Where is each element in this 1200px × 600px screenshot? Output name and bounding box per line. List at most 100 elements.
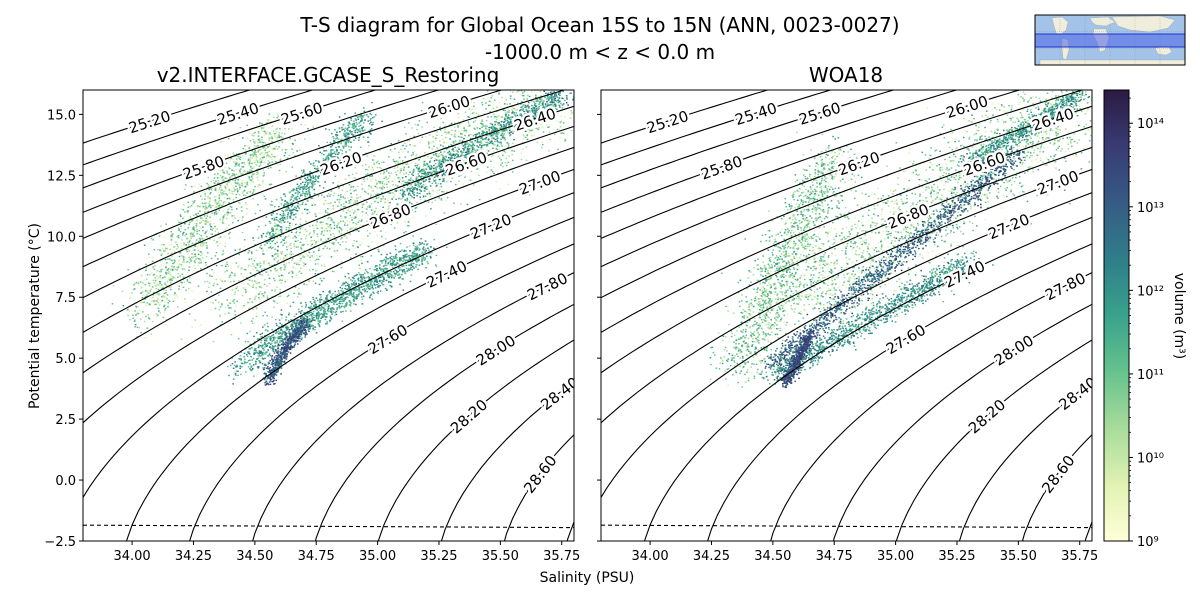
histogram-bin-a — [371, 227, 373, 230]
histogram-bin-a — [259, 265, 262, 267]
histogram-bin-a — [439, 114, 441, 116]
histogram-bin-a — [293, 246, 295, 249]
histogram-bin-a — [166, 269, 169, 271]
histogram-bin-a — [344, 287, 346, 290]
histogram-bin-a — [198, 258, 200, 260]
histogram-bin-a — [198, 237, 201, 239]
histogram-bin-a — [263, 146, 265, 148]
histogram-bin-a — [506, 129, 508, 131]
histogram-bin-a — [367, 283, 370, 285]
histogram-bin-a — [299, 241, 302, 243]
histogram-bin-a — [233, 173, 235, 175]
histogram-bin-a — [247, 252, 250, 254]
histogram-bin-a — [257, 293, 260, 296]
histogram-bin-a — [451, 129, 453, 131]
histogram-bin-a — [280, 282, 283, 284]
histogram-bin-a — [176, 266, 178, 269]
histogram-bin-a — [156, 293, 159, 296]
histogram-bin-a — [421, 263, 423, 265]
histogram-bin-a — [170, 277, 172, 280]
histogram-bin-a — [460, 130, 463, 132]
histogram-bin-a — [272, 346, 275, 348]
histogram-bin-a — [198, 230, 201, 232]
histogram-bin-a — [321, 316, 324, 318]
histogram-bin-a — [372, 177, 374, 179]
histogram-bin-a — [373, 161, 375, 163]
histogram-bin-a — [242, 276, 244, 278]
histogram-bin-a — [322, 306, 325, 309]
histogram-bin-a — [534, 120, 536, 123]
histogram-bin-a — [334, 201, 336, 203]
histogram-bin-a — [214, 225, 216, 228]
histogram-bin-a — [334, 314, 336, 316]
histogram-bin-a — [432, 171, 434, 173]
histogram-bin-a — [355, 287, 357, 290]
histogram-bin-a — [368, 287, 370, 290]
histogram-bin-a — [454, 122, 456, 125]
histogram-bin-a — [436, 131, 438, 133]
histogram-bin-a — [352, 293, 355, 295]
histogram-bin-a — [324, 210, 327, 212]
histogram-bin-a — [378, 272, 381, 274]
histogram-bin-a — [332, 232, 335, 235]
histogram-bin-a — [341, 217, 343, 219]
histogram-bin-a — [490, 135, 492, 137]
histogram-bin-a — [453, 202, 455, 204]
histogram-bin-a — [262, 357, 264, 360]
histogram-bin-a — [392, 271, 395, 273]
histogram-bin-a — [204, 261, 207, 264]
histogram-bin-a — [403, 250, 405, 253]
histogram-bin-a — [266, 263, 269, 265]
histogram-bin-a — [300, 247, 302, 249]
histogram-bin-a — [213, 177, 216, 179]
histogram-bin-a — [138, 309, 141, 312]
histogram-bin-a — [251, 193, 253, 195]
histogram-bin-a — [478, 174, 480, 177]
histogram-bin-a — [405, 133, 407, 135]
histogram-bin-a — [254, 297, 256, 299]
histogram-bin-a — [178, 233, 181, 235]
histogram-bin-a — [260, 127, 263, 129]
histogram-bin-a — [313, 301, 316, 303]
histogram-bin-a — [280, 329, 283, 331]
histogram-bin-a — [254, 142, 256, 144]
histogram-bin-a — [393, 277, 395, 279]
histogram-bin-a — [345, 200, 347, 203]
histogram-bin-a — [401, 270, 404, 272]
histogram-bin-a — [420, 110, 423, 112]
histogram-bin-a — [251, 320, 253, 322]
histogram-bin-a — [528, 131, 531, 133]
histogram-bin-a — [323, 277, 325, 280]
histogram-bin-a — [392, 159, 395, 161]
histogram-bin-a — [236, 182, 238, 184]
histogram-bin-a — [333, 270, 335, 273]
histogram-bin-a — [315, 242, 317, 244]
histogram-bin-a — [148, 256, 151, 259]
histogram-bin-a — [255, 159, 257, 161]
histogram-bin-a — [427, 247, 429, 249]
histogram-bin-a — [266, 330, 269, 332]
histogram-bin-a — [318, 315, 320, 318]
histogram-bin-a — [240, 268, 242, 270]
histogram-bin-a — [215, 175, 218, 177]
histogram-bin-a — [382, 260, 384, 262]
histogram-bin-a — [187, 227, 190, 229]
histogram-bin-a — [250, 258, 253, 260]
histogram-bin-a — [274, 132, 276, 135]
histogram-bin-a — [162, 287, 165, 289]
histogram-bin-a — [215, 180, 217, 182]
histogram-bin-a — [460, 122, 463, 125]
histogram-bin-a — [169, 248, 172, 250]
histogram-bin-a — [356, 200, 358, 202]
histogram-bin-a — [348, 277, 350, 279]
histogram-bin-a — [406, 163, 409, 165]
histogram-bin-a — [395, 270, 398, 272]
histogram-bin-a — [338, 202, 341, 204]
histogram-bin-a — [376, 166, 379, 169]
histogram-bin-a — [150, 333, 153, 335]
histogram-bin-a — [492, 154, 494, 156]
histogram-bin-a — [382, 223, 384, 225]
histogram-bin-a — [151, 239, 154, 241]
histogram-bin-a — [352, 298, 355, 301]
histogram-bin-a — [348, 300, 351, 302]
